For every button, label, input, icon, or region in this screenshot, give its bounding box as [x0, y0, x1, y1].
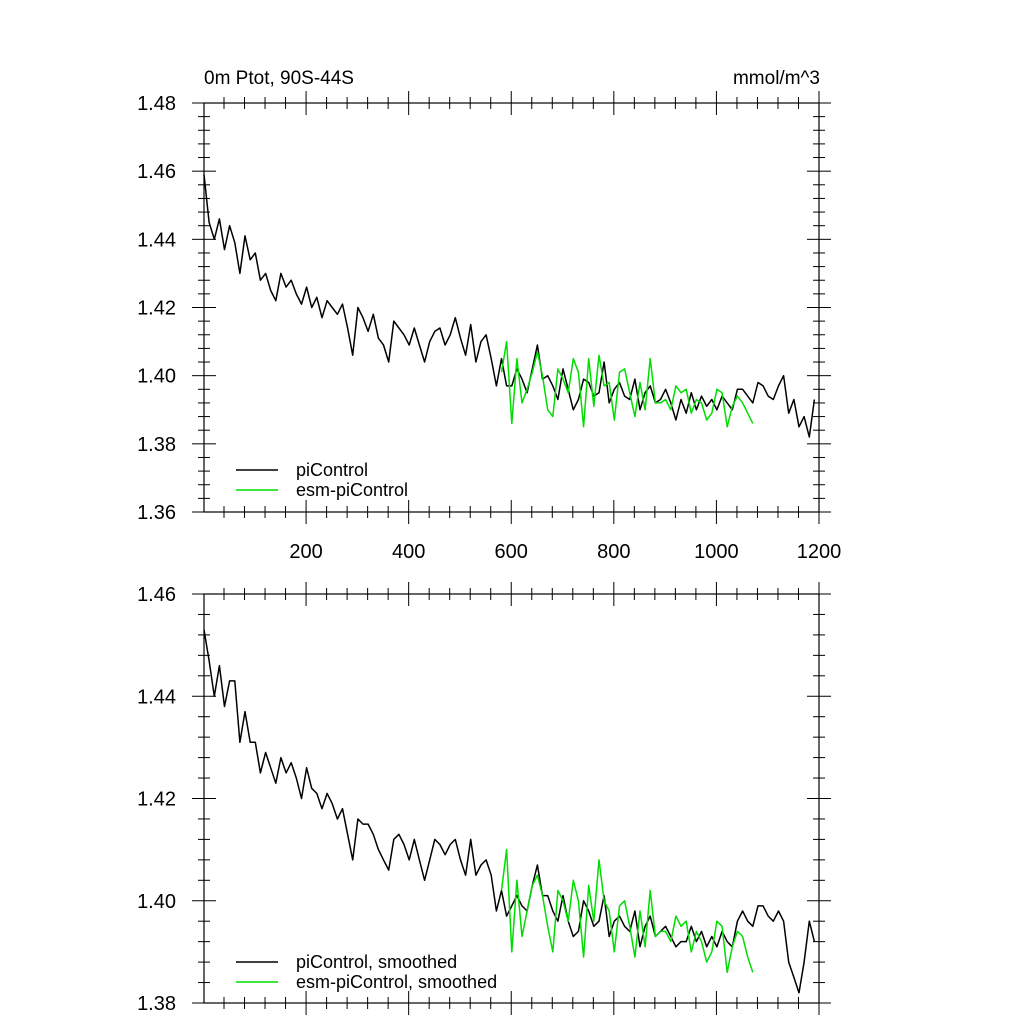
top-series-layer: [203, 174, 816, 438]
top-panel: 0m Ptot, 90S-44S mmol/m^3 1.361.381.401.…: [137, 68, 841, 563]
y-tick-label: 1.38: [137, 434, 176, 456]
top-title-left: 0m Ptot, 90S-44S: [204, 68, 354, 89]
y-tick-label: 1.40: [137, 366, 176, 388]
top-title-right: mmol/m^3: [733, 68, 820, 89]
top-tick-layer: 1.36 1.38 1.40 1.42 1.44 1.46 1.48 200 400 600 800…: [137, 91, 841, 563]
y-tick-label: 1.46: [137, 584, 176, 606]
x-tick-label: 1200: [797, 541, 842, 563]
x-tick-label: 600: [495, 541, 528, 563]
legend-label-esm-picontrol: esm-piControl: [296, 480, 408, 500]
top-plot-frame: [203, 102, 820, 513]
y-tick-label: 1.44: [137, 229, 176, 251]
x-tick-label: 200: [289, 541, 322, 563]
legend-label-picontrol: piControl: [296, 460, 368, 480]
top-legend: piControl esm-piControl: [236, 460, 408, 500]
legend-label-esm-picontrol-smoothed: esm-piControl, smoothed: [296, 972, 497, 992]
y-tick-label: 1.38: [137, 993, 176, 1015]
x-tick-label: 1000: [694, 541, 739, 563]
y-tick-label: 1.42: [137, 298, 176, 320]
x-tick-label: 400: [392, 541, 425, 563]
bottom-legend: piControl, smoothed esm-piControl, smoot…: [236, 952, 497, 992]
series-line-1: [500, 340, 754, 428]
bottom-panel: 1.38 1.40 1.42 1.44 1.46 piControl, smoothed…: [137, 582, 831, 1015]
x-tick-label: 800: [597, 541, 630, 563]
series-line-1: [500, 848, 754, 974]
y-tick-label: 1.44: [137, 686, 176, 708]
y-tick-label: 1.36: [137, 502, 176, 524]
bottom-series-layer: [203, 629, 816, 994]
y-tick-label: 1.40: [137, 891, 176, 913]
legend-label-picontrol-smoothed: piControl, smoothed: [296, 952, 457, 972]
y-tick-label: 1.46: [137, 161, 176, 183]
y-tick-label: 1.48: [137, 93, 176, 115]
bottom-tick-layer: 1.38 1.40 1.42 1.44 1.46: [137, 582, 831, 1015]
y-tick-label: 1.42: [137, 789, 176, 811]
